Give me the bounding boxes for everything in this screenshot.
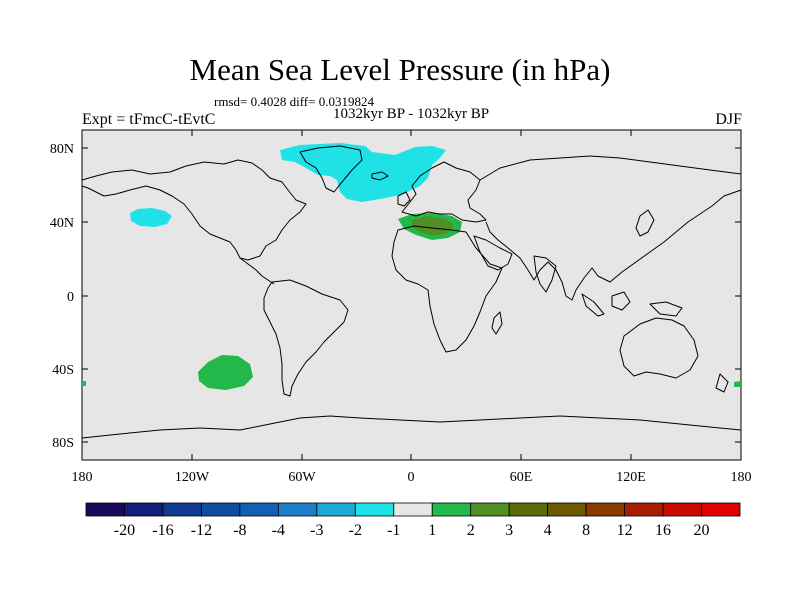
colorbar-box (431, 502, 472, 517)
lat-label: 0 (67, 290, 74, 305)
colorbar-box (508, 502, 549, 517)
coast-borneo (611, 291, 631, 311)
coast-sumatra (581, 293, 605, 317)
coast-madagascar (491, 311, 503, 335)
colorbar-label: 1 (428, 522, 436, 539)
anomaly-edge-east (734, 381, 741, 387)
colorbar-label: 3 (505, 522, 513, 539)
anomaly-edge-west (82, 381, 86, 386)
coast-japan (635, 209, 655, 237)
coast-europe (401, 161, 487, 223)
colorbar-label: -12 (191, 522, 212, 539)
coastlines (81, 145, 742, 439)
lat-label: 80N (50, 142, 74, 157)
lon-label: 180 (731, 470, 752, 485)
colorbar-box (393, 502, 433, 517)
coast-new-zealand (715, 373, 729, 393)
colorbar-box (662, 502, 702, 517)
anomaly-fields (82, 143, 741, 390)
anomaly-mediterranean-core (412, 216, 454, 236)
lon-label: 180 (72, 470, 93, 485)
colorbar-label: -1 (387, 522, 400, 539)
colorbar-label: -4 (272, 522, 285, 539)
axis-ticks (82, 130, 741, 460)
coast-british-isles (397, 191, 411, 207)
lon-label: 120E (616, 470, 646, 485)
coast-arabia (473, 235, 513, 271)
coast-iceland (371, 171, 389, 181)
colorbar (85, 502, 741, 517)
experiment-label: Expt = tFmcC-tEvtC (82, 111, 216, 128)
colorbar-box (316, 502, 356, 517)
colorbar-box (277, 502, 318, 517)
colorbar-box (201, 502, 241, 517)
coast-asia (479, 155, 742, 301)
coast-africa (391, 225, 503, 353)
colorbar-box (547, 502, 587, 517)
coast-south-america (263, 279, 349, 397)
colorbar-label: 16 (655, 522, 671, 539)
colorbar-label: -3 (310, 522, 323, 539)
lat-label: 40N (50, 216, 74, 231)
colorbar-label: 2 (467, 522, 475, 539)
coast-greenland (299, 145, 363, 193)
lon-label: 120W (175, 470, 210, 485)
colorbar-label: -16 (152, 522, 173, 539)
lon-label: 0 (408, 470, 415, 485)
colorbar-box (162, 502, 202, 517)
stats-label: rmsd= 0.4028 diff= 0.0319824 (214, 94, 374, 109)
colorbar-box (85, 502, 125, 517)
period-label: 1032kyr BP - 1032kyr BP (332, 106, 490, 122)
anomaly-south-pacific (198, 355, 253, 390)
map-title: Mean Sea Level Pressure (in hPa) (189, 52, 611, 87)
colorbar-label: 20 (694, 522, 710, 539)
coast-india (533, 255, 557, 293)
colorbar-label: 4 (544, 522, 552, 539)
colorbar-label: 8 (582, 522, 590, 539)
colorbar-box (624, 502, 664, 517)
colorbar-box (470, 502, 510, 517)
colorbar-box (239, 502, 279, 517)
colorbar-labels: -20 -16 -12 -8 -4 -3 -2 -1 1 2 3 4 8 12 16 20 (114, 522, 710, 539)
lon-label: 60E (510, 470, 533, 485)
latitude-labels: 80N 40N 0 40S 80S (50, 142, 74, 451)
coast-australia (619, 317, 699, 379)
lat-label: 40S (52, 363, 74, 378)
anomaly-north-pacific (130, 208, 172, 227)
colorbar-box (124, 502, 164, 517)
colorbar-label: -8 (233, 522, 246, 539)
coast-central-america (239, 257, 275, 285)
coast-new-guinea (649, 301, 683, 317)
longitude-labels: 180 120W 60W 0 60E 120E 180 (72, 470, 752, 485)
colorbar-box (701, 502, 741, 517)
colorbar-label: -2 (349, 522, 362, 539)
colorbar-box (354, 502, 395, 517)
lon-label: 60W (288, 470, 316, 485)
anomaly-north-atlantic (280, 143, 446, 202)
colorbar-label: 12 (617, 522, 633, 539)
coast-antarctica (81, 415, 742, 439)
colorbar-box (585, 502, 625, 517)
season-label: DJF (715, 111, 742, 128)
lat-label: 80S (52, 436, 74, 451)
colorbar-label: -20 (114, 522, 135, 539)
coast-north-america (81, 159, 307, 261)
